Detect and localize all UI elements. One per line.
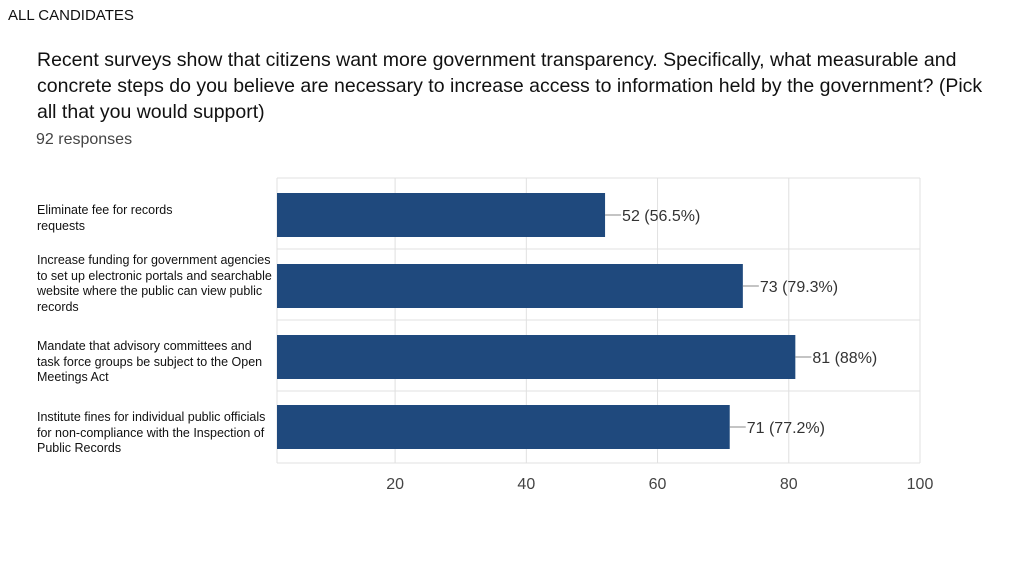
x-tick-label: 60 (649, 476, 667, 493)
x-tick-label: 20 (386, 476, 404, 493)
response-count: 92 responses (36, 131, 133, 148)
bar (277, 193, 606, 237)
x-tick-label: 80 (780, 476, 798, 493)
x-tick-label: 40 (517, 476, 535, 493)
bar (277, 405, 730, 449)
category-label: Mandate that advisory committees and tas… (37, 339, 263, 384)
data-label: 71 (77.2%) (747, 420, 825, 437)
bar (277, 264, 743, 308)
category-label: Eliminate fee for records requests (37, 203, 173, 233)
bar (277, 335, 796, 379)
chart-x-axis: 20 40 60 80 100 (386, 476, 933, 493)
category-label: Institute fines for individual public of… (37, 410, 266, 455)
question-title: Recent surveys show that citizens want m… (37, 49, 983, 123)
data-label: 52 (56.5%) (622, 208, 700, 225)
data-label: 73 (79.3%) (760, 279, 838, 296)
corner-label: ALL CANDIDATES (8, 7, 134, 24)
chart-bars: 52 (56.5%) 73 (79.3%) 81 (88%) 71 (77.2%) (277, 193, 877, 449)
category-label: Increase funding for government agencies… (37, 253, 272, 314)
x-tick-label: 100 (907, 476, 934, 493)
data-label: 81 (88%) (812, 350, 877, 367)
